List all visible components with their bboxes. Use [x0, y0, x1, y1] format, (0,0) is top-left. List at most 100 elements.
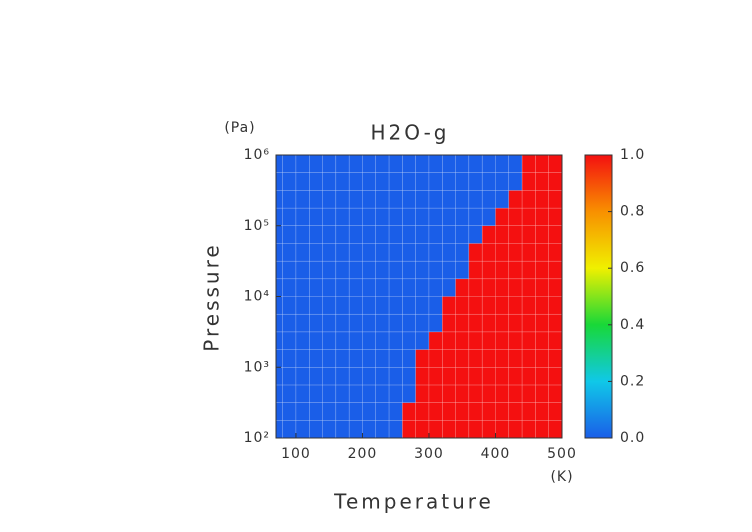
y-unit: (Pa) [224, 120, 255, 136]
heatmap-cell [481, 402, 496, 421]
heatmap-cell [442, 402, 456, 421]
heatmap-cell [282, 296, 297, 315]
heatmap-cell [521, 190, 536, 209]
heatmap-cell [402, 313, 416, 333]
heatmap-cell [348, 367, 363, 386]
heatmap-cell [508, 367, 523, 386]
heatmap-cell [282, 172, 297, 191]
heatmap-cell [455, 420, 470, 439]
heatmap-cell [322, 420, 337, 439]
heatmap-cell [322, 172, 337, 191]
heatmap-cell [508, 207, 523, 226]
heatmap-cell [508, 260, 523, 280]
heatmap-cell [275, 384, 283, 403]
heatmap-cell [442, 296, 456, 315]
heatmap-cell [548, 260, 563, 280]
heatmap-cell [481, 384, 496, 403]
heatmap-cell [388, 296, 403, 315]
heatmap-cell [335, 331, 350, 350]
heatmap-cell [362, 172, 377, 191]
heatmap-cell [295, 278, 310, 297]
colorbar-tick-label: 0.2 [620, 373, 645, 389]
heatmap-cell [402, 384, 416, 403]
heatmap-cell [275, 367, 283, 386]
heatmap-cell [415, 313, 430, 333]
y-tick-label: 10⁵ [244, 218, 270, 234]
heatmap-cell [322, 384, 337, 403]
heatmap-cell [375, 243, 390, 262]
heatmap-cell [309, 402, 323, 421]
heatmap-cell [309, 243, 323, 262]
heatmap-cell [442, 225, 456, 244]
heatmap-cell [495, 367, 510, 386]
heatmap-cell [428, 190, 443, 209]
x-tick-label: 400 [481, 446, 511, 462]
heatmap-cell [521, 313, 536, 333]
heatmap-cell [535, 331, 549, 350]
heatmap-cell [415, 402, 430, 421]
heatmap-cell [322, 331, 337, 350]
heatmap-cell [548, 367, 563, 386]
heatmap-cell [295, 349, 310, 368]
heatmap-cell [362, 278, 377, 297]
heatmap-cell [508, 225, 523, 244]
heatmap-cell [402, 243, 416, 262]
heatmap-cell [455, 367, 470, 386]
heatmap-cell [415, 225, 430, 244]
heatmap-cell [388, 367, 403, 386]
heatmap-cell [521, 278, 536, 297]
heatmap-cell [282, 313, 297, 333]
heatmap-cell [335, 172, 350, 191]
heatmap-cell [348, 190, 363, 209]
heatmap-cell [375, 260, 390, 280]
heatmap-cell [295, 154, 310, 173]
heatmap-cell [322, 260, 337, 280]
heatmap-cell [388, 172, 403, 191]
heatmap-cell [415, 384, 430, 403]
heatmap-cell [535, 190, 549, 209]
heatmap-cell [295, 402, 310, 421]
heatmap-cell [282, 349, 297, 368]
heatmap-cell [375, 384, 390, 403]
heatmap-cell [402, 190, 416, 209]
heatmap-cell [468, 207, 483, 226]
heatmap-cell [388, 331, 403, 350]
heatmap-cell [508, 296, 523, 315]
heatmap-cell [335, 207, 350, 226]
heatmap-cell [495, 420, 510, 439]
heatmap-cell [402, 349, 416, 368]
heatmap-cell [442, 154, 456, 173]
heatmap-cell [428, 349, 443, 368]
heatmap-cell [402, 402, 416, 421]
heatmap-cell [495, 313, 510, 333]
heatmap-cell [442, 384, 456, 403]
heatmap-cell [481, 331, 496, 350]
heatmap-cell [348, 225, 363, 244]
heatmap-cell [275, 225, 283, 244]
heatmap-cell [442, 349, 456, 368]
heatmap-cell [508, 384, 523, 403]
heatmap-cell [521, 243, 536, 262]
heatmap-cell [388, 349, 403, 368]
heatmap-cell [535, 154, 549, 173]
heatmap-cell [481, 349, 496, 368]
heatmap-cell [455, 402, 470, 421]
heatmap-cell [508, 420, 523, 439]
heatmap-cell [295, 172, 310, 191]
colorbar-tick-label: 0.6 [620, 260, 645, 276]
heatmap-cell [548, 384, 563, 403]
heatmap-cell [335, 190, 350, 209]
heatmap-cell [402, 296, 416, 315]
heatmap-cell [521, 331, 536, 350]
heatmap-cell [388, 225, 403, 244]
heatmap-cell [428, 296, 443, 315]
heatmap-cell [275, 313, 283, 333]
heatmap-cell [415, 331, 430, 350]
heatmap-cell [362, 313, 377, 333]
heatmap-cell [468, 367, 483, 386]
heatmap-cell [535, 296, 549, 315]
heatmap-cell [388, 278, 403, 297]
heatmap-cell [388, 260, 403, 280]
heatmap-cell [468, 190, 483, 209]
heatmap-cell [402, 367, 416, 386]
